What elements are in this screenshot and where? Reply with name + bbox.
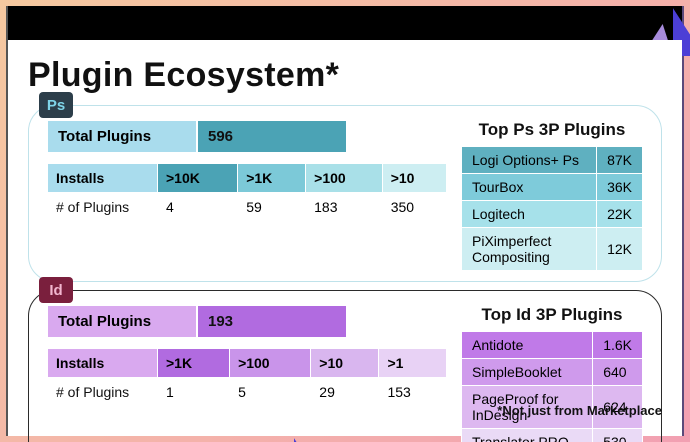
ps-plugins-row-label: # of Plugins [48, 193, 158, 222]
slide-frame: Plugin Ecosystem* Ps Total Plugins 596 I… [6, 6, 684, 436]
ps-top-title: Top Ps 3P Plugins [461, 120, 643, 140]
ps-installs-table: Installs >10K >1K >100 >10 # of Plugins … [47, 163, 447, 222]
ps-plugins-count-0: 4 [158, 193, 238, 222]
ps-section: Ps Total Plugins 596 Installs >10K >1K >… [28, 105, 662, 282]
id-top-title: Top Id 3P Plugins [461, 305, 643, 325]
ps-top-value-0: 87K [597, 147, 643, 174]
id-plugins-count-0: 1 [158, 378, 230, 407]
ps-plugins-count-2: 183 [306, 193, 383, 222]
id-top-name-3: Translator PRO [462, 429, 593, 442]
id-installs-table: Installs >1K >100 >10 >1 # of Plugins 1 … [47, 348, 447, 407]
id-installs-col-1: >100 [230, 349, 311, 378]
id-top-name-1: SimpleBooklet [462, 359, 593, 386]
id-installs-col-3: >1 [379, 349, 447, 378]
id-top-table: Antidote 1.6K SimpleBooklet 640 PageProo… [461, 331, 643, 442]
id-total-plugins-row: Total Plugins 193 [47, 305, 447, 338]
id-top-name-0: Antidote [462, 332, 593, 359]
id-plugins-count-3: 153 [379, 378, 447, 407]
id-total-value: 193 [197, 305, 347, 338]
id-installs-col-0: >1K [158, 349, 230, 378]
ps-installs-col-1: >1K [238, 164, 306, 193]
ps-installs-col-3: >10 [382, 164, 446, 193]
id-top-value-0: 1.6K [593, 332, 643, 359]
ps-total-value: 596 [197, 120, 347, 153]
id-plugins-row-label: # of Plugins [48, 378, 158, 407]
ps-top-table: Logi Options+ Ps 87K TourBox 36K Logitec… [461, 146, 643, 271]
id-section: Id Total Plugins 193 Installs >1K >100 >… [28, 290, 662, 442]
ps-installs-col-0: >10K [158, 164, 238, 193]
ps-plugins-count-1: 59 [238, 193, 306, 222]
ps-top-name-1: TourBox [462, 174, 597, 201]
ps-top-name-0: Logi Options+ Ps [462, 147, 597, 174]
ps-total-plugins-row: Total Plugins 596 [47, 120, 447, 153]
ps-badge: Ps [39, 92, 73, 118]
id-top-value-1: 640 [593, 359, 643, 386]
id-badge: Id [39, 277, 73, 303]
ps-top-name-2: Logitech [462, 201, 597, 228]
ps-top-value-1: 36K [597, 174, 643, 201]
slide-content: Plugin Ecosystem* Ps Total Plugins 596 I… [8, 40, 682, 424]
id-top-value-3: 530 [593, 429, 643, 442]
ps-top-name-3: PiXimperfect Compositing [462, 228, 597, 271]
id-installs-header: Installs [48, 349, 158, 378]
ps-total-label: Total Plugins [47, 120, 197, 153]
ps-installs-col-2: >100 [306, 164, 383, 193]
id-plugins-count-2: 29 [311, 378, 379, 407]
ps-installs-header: Installs [48, 164, 158, 193]
footnote-text: *Not just from Marketplace [497, 403, 662, 418]
id-installs-col-2: >10 [311, 349, 379, 378]
ps-top-value-2: 22K [597, 201, 643, 228]
id-plugins-count-1: 5 [230, 378, 311, 407]
ps-top-value-3: 12K [597, 228, 643, 271]
ps-plugins-count-3: 350 [382, 193, 446, 222]
id-total-label: Total Plugins [47, 305, 197, 338]
top-black-bar [8, 6, 682, 40]
slide-title: Plugin Ecosystem* [28, 56, 662, 95]
